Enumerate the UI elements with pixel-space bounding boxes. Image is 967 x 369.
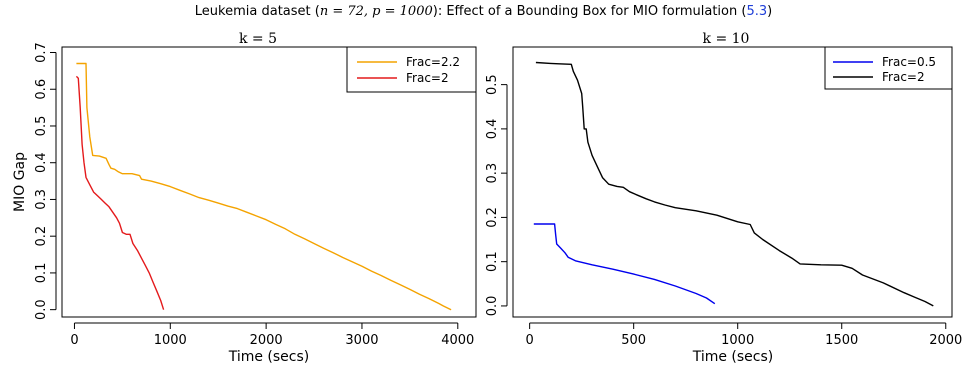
series-line-1 — [535, 61, 934, 307]
x-tick-label: 1000 — [721, 333, 754, 348]
y-tick-label: 0.4 — [485, 119, 500, 140]
y-axis: 0.0 0.1 0.2 0.3 0.4 0.5 — [485, 74, 508, 317]
series-line-1 — [75, 75, 165, 310]
series-layer — [75, 62, 452, 311]
figure-title-mid: ): Effect of a Bounding Box for MIO form… — [432, 4, 747, 19]
y-tick-label: 0.5 — [485, 74, 500, 95]
y-tick-label: 0.0 — [34, 299, 49, 320]
legend-label-1: Frac=2 — [882, 70, 925, 84]
figure-title-ref: 5.3 — [746, 4, 768, 19]
plot-frame — [61, 46, 477, 318]
y-axis-label: MIO Gap — [12, 152, 28, 212]
x-tick-label: 0 — [526, 333, 534, 348]
series-line-0 — [533, 223, 716, 305]
legend-label-0: Frac=2.2 — [406, 55, 460, 69]
x-tick-label: 0 — [70, 333, 78, 348]
figure-title-suffix: ) — [767, 4, 773, 19]
legend-label-0: Frac=0.5 — [882, 55, 936, 69]
figure-title-prefix: Leukemia dataset ( — [194, 4, 320, 19]
panel-k10: k = 10 0 500 1000 1500 2000 0.00.10.20.30.40… — [485, 31, 962, 365]
y-tick-label: 0.0 — [485, 296, 500, 317]
panel-title: k = 5 — [239, 31, 277, 47]
y-axis: 0.0 0.1 0.2 0.3 0.4 0.5 0.6 0.7 — [34, 42, 57, 320]
x-tick-label: 3000 — [345, 333, 378, 348]
y-tick-label: 0.2 — [34, 226, 49, 247]
series-line-0 — [76, 62, 452, 311]
x-axis: 0 1000 2000 3000 4000 — [70, 322, 474, 348]
x-tick-label: 1000 — [154, 333, 187, 348]
x-axis-label: Time (secs) — [228, 349, 310, 365]
x-tick-label: 2000 — [250, 333, 283, 348]
x-axis-label: Time (secs) — [692, 349, 774, 365]
x-tick-label: 2000 — [929, 333, 962, 348]
panel-k5: k = 5 0 1000 2000 3000 4000 0.00.10.20.30.40… — [12, 31, 477, 365]
y-tick-label: 0.3 — [485, 163, 500, 184]
legend-box — [824, 46, 953, 90]
panel-title: k = 10 — [703, 31, 750, 47]
legend: Frac=2.2 Frac=2 — [346, 46, 477, 93]
x-tick-label: 1500 — [825, 333, 858, 348]
legend: Frac=0.5 Frac=2 — [824, 46, 953, 90]
legend-label-1: Frac=2 — [406, 71, 449, 85]
series-layer — [533, 61, 934, 307]
x-axis: 0 500 1000 1500 2000 — [526, 322, 962, 348]
y-tick-label: 0.3 — [34, 189, 49, 210]
y-tick-label: 0.2 — [485, 207, 500, 228]
x-tick-label: 4000 — [441, 333, 474, 348]
x-tick-label: 500 — [621, 333, 646, 348]
plot-frame — [512, 46, 953, 318]
y-tick-label: 0.4 — [34, 152, 49, 173]
figure-title-math: n = 72, p = 1000 — [319, 4, 433, 19]
y-tick-label: 0.6 — [34, 79, 49, 100]
y-tick-label: 0.1 — [485, 251, 500, 272]
figure-title: Leukemia dataset (n = 72, p = 1000): Eff… — [0, 4, 967, 19]
y-tick-label: 0.1 — [34, 263, 49, 284]
legend-box — [346, 46, 477, 93]
y-tick-label: 0.5 — [34, 116, 49, 137]
y-tick-label: 0.7 — [34, 42, 49, 63]
